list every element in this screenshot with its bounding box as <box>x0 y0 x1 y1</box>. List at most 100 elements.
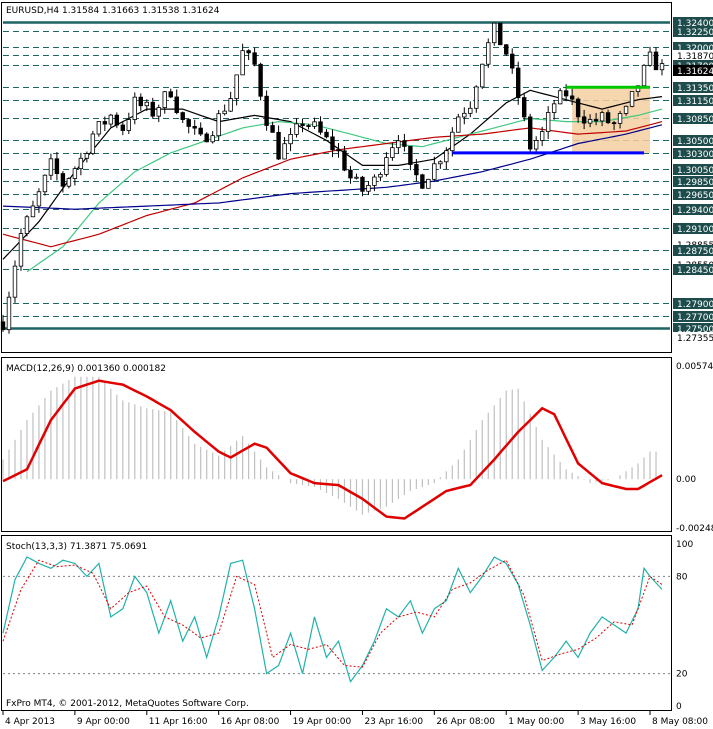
candle-body <box>6 296 12 331</box>
level-label: 1.29400 <box>677 206 713 216</box>
time-tick-label: 16 Apr 08:00 <box>221 717 280 727</box>
stoch-level-layer <box>3 575 670 675</box>
candle-body <box>54 158 60 174</box>
time-tick-label: 23 Apr 16:00 <box>364 717 423 727</box>
candle-body <box>210 135 215 143</box>
level-label-box <box>673 26 713 37</box>
candle-body <box>605 112 611 124</box>
candle-body <box>168 91 173 98</box>
level-label-box <box>673 311 713 322</box>
candle-body <box>312 121 317 127</box>
candle-body <box>653 51 659 71</box>
candle-body <box>396 140 401 149</box>
level-label: 1.31350 <box>677 84 713 94</box>
level-label-box <box>673 264 713 275</box>
candle-body <box>378 174 383 178</box>
level-label-box <box>673 17 713 28</box>
macd-signal-line <box>2 379 663 520</box>
candle-body <box>156 107 161 117</box>
level-label-box <box>673 42 713 53</box>
candle-body <box>318 121 323 133</box>
candle-body <box>510 53 515 69</box>
candle-body <box>539 131 545 141</box>
candle-body <box>60 173 66 187</box>
candle-body <box>84 153 90 159</box>
level-label-box <box>673 323 713 334</box>
level-label: 1.30500 <box>677 137 713 147</box>
candle-body <box>450 131 455 152</box>
candle-body <box>72 168 78 179</box>
level-label-box <box>673 176 713 187</box>
candle-body <box>384 157 389 175</box>
candle-body <box>174 96 179 113</box>
level-label-box <box>673 95 713 106</box>
time-tick-label: 4 Apr 2013 <box>5 717 55 727</box>
candle-body <box>192 126 197 129</box>
candle-body <box>216 113 221 137</box>
macd-signal-layer <box>2 379 663 520</box>
candle-body <box>0 321 6 331</box>
main-panel-frame <box>1 2 672 353</box>
candle-body <box>444 150 449 163</box>
support-resistance-layer <box>452 85 651 155</box>
level-label-box <box>673 135 713 146</box>
level-label: 1.30850 <box>677 115 713 125</box>
level-label-box <box>673 298 713 309</box>
level-label: 1.27500 <box>677 325 713 335</box>
candle-body <box>522 97 527 118</box>
level-label-box <box>673 164 713 175</box>
candle-body <box>132 96 137 120</box>
candle-body <box>354 176 359 179</box>
candle-body <box>408 146 413 165</box>
candle-body <box>126 119 132 131</box>
candle-body <box>551 103 557 113</box>
candle-body <box>288 134 293 145</box>
level-label: 1.27355 <box>677 334 713 344</box>
macd-tick-label: -0.00248 <box>676 524 713 534</box>
macd-axis: 0.005747 0.00 -0.00248 <box>676 362 713 534</box>
level-label-box <box>673 82 713 93</box>
candle-body <box>102 121 108 125</box>
candle-body <box>180 112 185 120</box>
candle-body <box>486 42 491 65</box>
time-tick-label: 11 Apr 16:00 <box>149 717 208 727</box>
candle-body <box>324 131 329 138</box>
candle-body <box>563 90 569 97</box>
candle-body <box>24 216 30 234</box>
copyright-text: FxPro MT4, © 2001-2012, MetaQuotes Softw… <box>6 699 249 709</box>
candle-body <box>533 140 539 150</box>
time-axis: 4 Apr 2013 9 Apr 00:00 11 Apr 16:00 16 Apr … <box>2 711 708 727</box>
candle-body <box>492 22 497 44</box>
candle-body <box>575 98 581 118</box>
candle-body <box>240 50 245 76</box>
candle-body <box>545 112 551 132</box>
level-label: 1.31624 <box>677 67 713 77</box>
candle-body <box>300 123 305 126</box>
candle-body <box>144 101 149 107</box>
candle-body <box>12 265 18 298</box>
level-label: 1.32250 <box>677 28 713 38</box>
candle-body <box>366 185 371 192</box>
candle-body <box>204 133 209 143</box>
level-label-box <box>673 113 713 124</box>
stoch-axis: 100 80 20 0 <box>676 540 693 712</box>
level-label-box <box>673 332 713 343</box>
candle-body <box>659 63 665 71</box>
level-label-box <box>673 204 713 215</box>
level-label-box <box>673 223 713 234</box>
candle-body <box>306 125 311 127</box>
level-label-box <box>673 148 713 159</box>
candle-body <box>336 149 341 152</box>
stoch-panel-label: Stoch(13,3,3) 71.3871 75.0691 <box>6 542 147 552</box>
candle-body <box>348 169 353 179</box>
candle-body <box>42 174 48 193</box>
level-label-box <box>673 245 713 256</box>
candle-body <box>528 116 533 150</box>
candle-body <box>108 114 114 125</box>
time-tick-label: 1 May 00:00 <box>508 717 564 727</box>
candle-body <box>474 86 479 109</box>
candle-body <box>372 176 377 186</box>
candle-body <box>581 116 587 124</box>
candle-body <box>599 112 605 122</box>
